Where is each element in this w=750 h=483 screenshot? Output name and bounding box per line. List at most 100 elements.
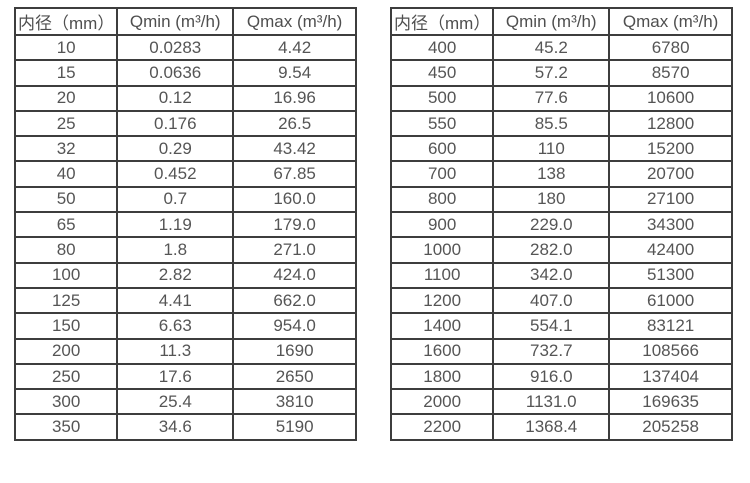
column-header: Qmin (m³/h) — [492, 7, 611, 36]
table-cell: 6.63 — [116, 312, 235, 340]
table-cell: 282.0 — [492, 236, 611, 264]
table-cell: 65 — [13, 211, 119, 239]
table-cell: 61000 — [608, 286, 733, 315]
table-cell: 450 — [389, 59, 495, 87]
table-row: 65 1.19 179.0 — [13, 211, 357, 239]
table-cell: 27100 — [608, 185, 733, 214]
table-cell: 954.0 — [232, 312, 357, 340]
table-cell: 10 — [13, 33, 119, 62]
column-header: 内径（mm） — [389, 7, 495, 36]
table-cell: 1600 — [389, 337, 495, 365]
column-header: Qmax (m³/h) — [608, 7, 733, 36]
table-cell: 0.0283 — [116, 33, 235, 62]
table-row: 100 2.82 424.0 — [13, 261, 357, 289]
table-cell: 51300 — [608, 261, 733, 289]
table-cell: 1.8 — [116, 236, 235, 264]
table-cell: 169635 — [608, 388, 733, 416]
table-row: 1800 916.0 137404 — [389, 362, 733, 391]
table-row: 250 17.6 2650 — [13, 362, 357, 391]
table-cell: 180 — [492, 185, 611, 214]
table-row: 1400 554.1 83121 — [389, 312, 733, 340]
table-cell: 50 — [13, 185, 119, 214]
table-cell: 0.29 — [116, 135, 235, 163]
table-cell: 229.0 — [492, 211, 611, 239]
table-cell: 179.0 — [232, 211, 357, 239]
table-cell: 1200 — [389, 286, 495, 315]
table-row: 80 1.8 271.0 — [13, 236, 357, 264]
table-row: 450 57.2 8570 — [389, 59, 733, 87]
table-cell: 1131.0 — [492, 388, 611, 416]
table-cell: 45.2 — [492, 33, 611, 62]
table-cell: 424.0 — [232, 261, 357, 289]
table-cell: 100 — [13, 261, 119, 289]
table-cell: 43.42 — [232, 135, 357, 163]
table-cell: 600 — [389, 135, 495, 163]
table-cell: 6780 — [608, 33, 733, 62]
table-row: 125 4.41 662.0 — [13, 286, 357, 315]
header-row: 内径（mm） Qmin (m³/h) Qmax (m³/h) — [13, 7, 357, 36]
table-row: 2200 1368.4 205258 — [389, 413, 733, 441]
table-cell: 67.85 — [232, 160, 357, 188]
table-cell: 15 — [13, 59, 119, 87]
table-row: 50 0.7 160.0 — [13, 185, 357, 214]
table-cell: 342.0 — [492, 261, 611, 289]
table-cell: 5190 — [232, 413, 357, 441]
table-cell: 300 — [13, 388, 119, 416]
table-cell: 700 — [389, 160, 495, 188]
table-row: 25 0.176 26.5 — [13, 109, 357, 138]
table-cell: 25 — [13, 109, 119, 138]
table-cell: 205258 — [608, 413, 733, 441]
column-header: Qmin (m³/h) — [116, 7, 235, 36]
table-row: 600 110 15200 — [389, 135, 733, 163]
table-cell: 138 — [492, 160, 611, 188]
flow-spec-table-small-diameters: 内径（mm） Qmin (m³/h) Qmax (m³/h) 10 0.0283 4.42… — [13, 7, 357, 441]
table-cell: 0.12 — [116, 84, 235, 112]
table-cell: 3810 — [232, 388, 357, 416]
table-row: 400 45.2 6780 — [389, 33, 733, 62]
table-cell: 271.0 — [232, 236, 357, 264]
header-row: 内径（mm） Qmin (m³/h) Qmax (m³/h) — [389, 7, 733, 36]
table-row: 15 0.0636 9.54 — [13, 59, 357, 87]
table-cell: 550 — [389, 109, 495, 138]
table-cell: 160.0 — [232, 185, 357, 214]
table-cell: 1400 — [389, 312, 495, 340]
table-row: 900 229.0 34300 — [389, 211, 733, 239]
table-cell: 2.82 — [116, 261, 235, 289]
table-row: 700 138 20700 — [389, 160, 733, 188]
table-row: 1200 407.0 61000 — [389, 286, 733, 315]
table-cell: 2650 — [232, 362, 357, 391]
table-cell: 20700 — [608, 160, 733, 188]
table-cell: 800 — [389, 185, 495, 214]
table-cell: 11.3 — [116, 337, 235, 365]
column-header: 内径（mm） — [13, 7, 119, 36]
table-cell: 500 — [389, 84, 495, 112]
table-cell: 0.176 — [116, 109, 235, 138]
table-cell: 400 — [389, 33, 495, 62]
table-row: 1100 342.0 51300 — [389, 261, 733, 289]
table-cell: 77.6 — [492, 84, 611, 112]
table-cell: 108566 — [608, 337, 733, 365]
table-row: 2000 1131.0 169635 — [389, 388, 733, 416]
table-row: 200 11.3 1690 — [13, 337, 357, 365]
table-cell: 900 — [389, 211, 495, 239]
table-cell: 350 — [13, 413, 119, 441]
table-row: 550 85.5 12800 — [389, 109, 733, 138]
table-cell: 20 — [13, 84, 119, 112]
table-row: 1600 732.7 108566 — [389, 337, 733, 365]
table-cell: 80 — [13, 236, 119, 264]
spec-table: 内径（mm） Qmin (m³/h) Qmax (m³/h) 10 0.0283 4.42… — [13, 7, 357, 441]
table-cell: 554.1 — [492, 312, 611, 340]
table-row: 20 0.12 16.96 — [13, 84, 357, 112]
table-cell: 25.4 — [116, 388, 235, 416]
column-header: Qmax (m³/h) — [232, 7, 357, 36]
table-cell: 2000 — [389, 388, 495, 416]
table-cell: 125 — [13, 286, 119, 315]
table-cell: 4.41 — [116, 286, 235, 315]
table-cell: 9.54 — [232, 59, 357, 87]
table-cell: 57.2 — [492, 59, 611, 87]
table-row: 32 0.29 43.42 — [13, 135, 357, 163]
table-cell: 42400 — [608, 236, 733, 264]
table-cell: 12800 — [608, 109, 733, 138]
table-row: 40 0.452 67.85 — [13, 160, 357, 188]
table-row: 150 6.63 954.0 — [13, 312, 357, 340]
